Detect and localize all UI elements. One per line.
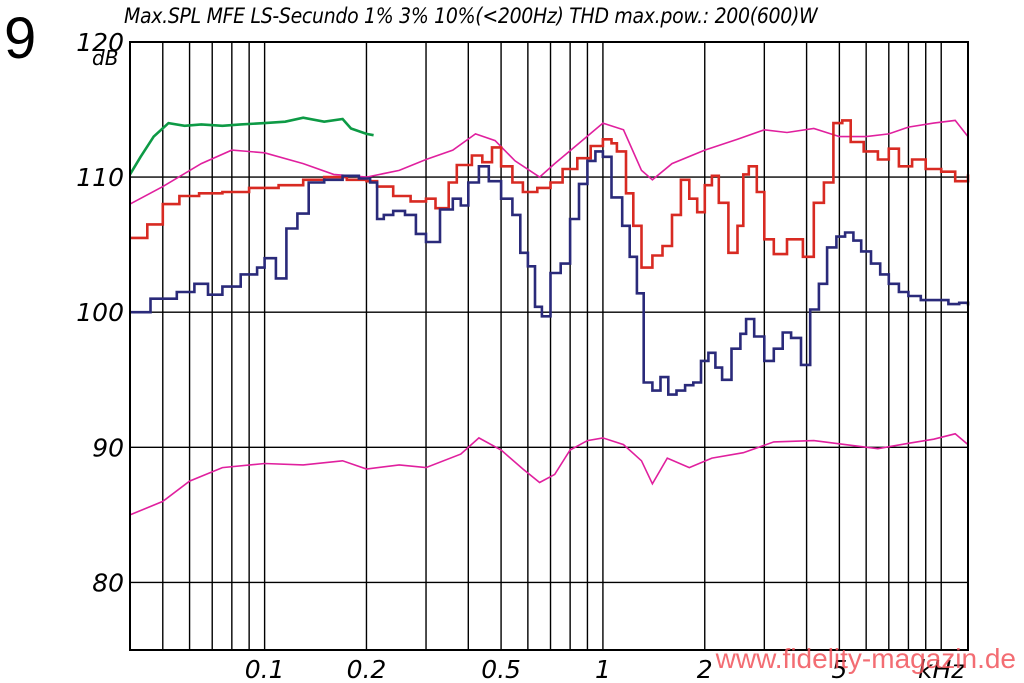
y-tick-label: 100 bbox=[76, 298, 124, 327]
series-line-2 bbox=[129, 432, 969, 516]
chart-title: Max.SPL MFE LS-Secundo 1% 3% 10%(<200Hz)… bbox=[124, 4, 818, 28]
y-tick-label: 120 bbox=[76, 28, 124, 57]
x-tick-label: 1 bbox=[595, 655, 611, 683]
series-line-4 bbox=[130, 119, 970, 269]
y-tick-label: 90 bbox=[92, 433, 124, 462]
y-tick-label: 110 bbox=[76, 163, 124, 192]
x-tick-label: 5 bbox=[831, 655, 847, 683]
x-tick-label: 2 bbox=[697, 655, 713, 683]
series-line-1 bbox=[129, 119, 969, 205]
chart-ticks: 120 110 100 90 80 0.1 0.2 0.5 1 2 5 kHz bbox=[76, 28, 965, 683]
plot-frame bbox=[129, 41, 969, 651]
y-axis-label: dB bbox=[92, 46, 119, 70]
chart-series-layer bbox=[128, 116, 970, 516]
x-tick-label: 0.1 bbox=[245, 655, 285, 683]
chart-grid bbox=[129, 41, 968, 650]
x-tick-label: 0.2 bbox=[347, 655, 387, 683]
y-tick-label: 80 bbox=[92, 568, 124, 597]
x-tick-label: 0.5 bbox=[481, 655, 521, 683]
watermark-text: www.fidelity-magazin.de bbox=[715, 643, 1016, 674]
figure-number: 9 bbox=[4, 6, 37, 71]
x-tick-label: kHz bbox=[918, 655, 965, 683]
series-line-5 bbox=[130, 150, 970, 396]
series-line-3 bbox=[128, 116, 374, 176]
